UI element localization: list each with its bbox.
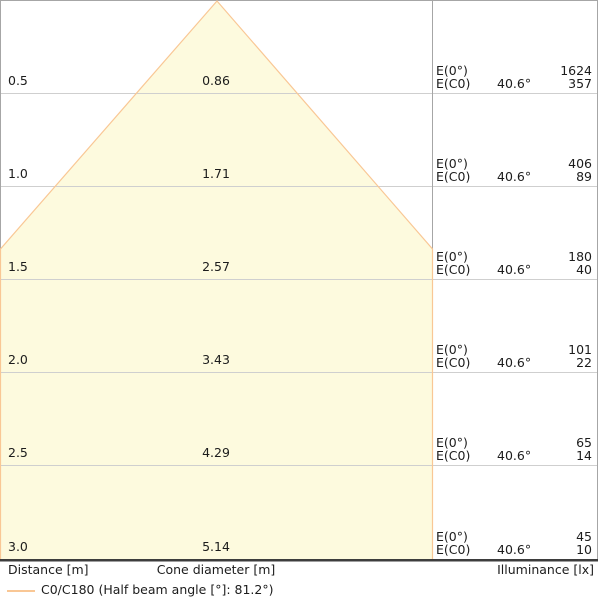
beam-angle-value: 40.6°: [497, 542, 532, 557]
e0-label: E(0°): [436, 63, 468, 78]
cone-diameter-axis-title: Cone diameter [m]: [156, 562, 276, 577]
distance-label: 2.5: [8, 445, 28, 460]
e0-value: 65: [576, 435, 592, 450]
cone-outline: [0, 0, 434, 559]
e0-label: E(0°): [436, 249, 468, 264]
ec0-value: 89: [576, 169, 592, 184]
beam-angle-value: 40.6°: [497, 448, 532, 463]
ec0-value: 14: [576, 448, 592, 463]
e0-value: 1624: [560, 63, 592, 78]
e0-label: E(0°): [436, 435, 468, 450]
illuminance-row: E(0°) 180 E(C0) 40.6° 40: [436, 250, 596, 276]
e0-label: E(0°): [436, 156, 468, 171]
bottom-axis-line: [0, 559, 598, 562]
e0-value: 180: [568, 249, 592, 264]
distance-label: 2.0: [8, 352, 28, 367]
distance-label: 3.0: [8, 539, 28, 554]
ec0-label: E(C0): [436, 542, 471, 557]
ec0-label: E(C0): [436, 262, 471, 277]
beam-angle-value: 40.6°: [497, 355, 532, 370]
e0-value: 101: [568, 342, 592, 357]
e0-value: 45: [576, 529, 592, 544]
e0-value: 406: [568, 156, 592, 171]
legend-line-swatch: [7, 590, 35, 592]
cone-diameter-value: 4.29: [202, 445, 230, 460]
ec0-label: E(C0): [436, 169, 471, 184]
beam-angle-value: 40.6°: [497, 262, 532, 277]
cone-diameter-value: 3.43: [202, 352, 230, 367]
cone-diameter-value: 2.57: [202, 259, 230, 274]
ec0-value: 22: [576, 355, 592, 370]
e0-label: E(0°): [436, 529, 468, 544]
ec0-value: 10: [576, 542, 592, 557]
ec0-label: E(C0): [436, 448, 471, 463]
ec0-value: 357: [568, 76, 592, 91]
illuminance-row: E(0°) 406 E(C0) 40.6° 89: [436, 157, 596, 183]
cone-diameter-value: 5.14: [202, 539, 230, 554]
distance-label: 1.0: [8, 166, 28, 181]
distance-gridlines: [0, 93, 598, 466]
illuminance-row: E(0°) 1624 E(C0) 40.6° 357: [436, 64, 596, 90]
legend-label: C0/C180 (Half beam angle [°]: 81.2°): [41, 582, 274, 597]
beam-angle-value: 40.6°: [497, 169, 532, 184]
ec0-value: 40: [576, 262, 592, 277]
cone-diameter-value: 0.86: [202, 73, 230, 88]
illuminance-row: E(0°) 101 E(C0) 40.6° 22: [436, 343, 596, 369]
beam-angle-value: 40.6°: [497, 76, 532, 91]
illuminance-axis-title: Illuminance [lx]: [497, 562, 594, 577]
e0-label: E(0°): [436, 342, 468, 357]
distance-axis-title: Distance [m]: [8, 562, 89, 577]
illuminance-row: E(0°) 45 E(C0) 40.6° 10: [436, 530, 596, 556]
distance-label: 0.5: [8, 73, 28, 88]
ec0-label: E(C0): [436, 76, 471, 91]
ec0-label: E(C0): [436, 355, 471, 370]
illuminance-row: E(0°) 65 E(C0) 40.6° 14: [436, 436, 596, 462]
cone-diameter-value: 1.71: [202, 166, 230, 181]
distance-label: 1.5: [8, 259, 28, 274]
